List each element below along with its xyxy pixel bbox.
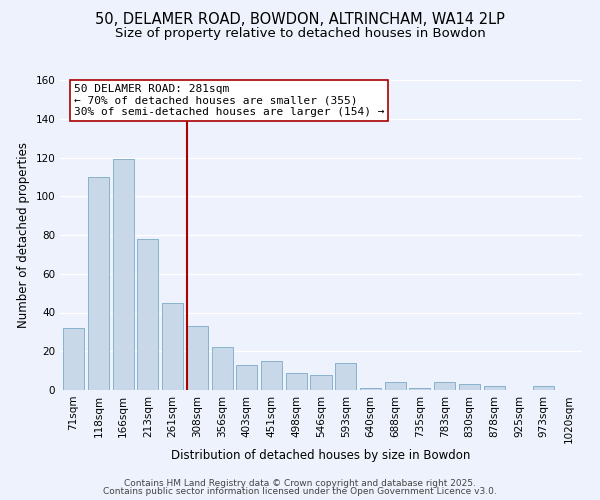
Bar (533, 386, 554, 390)
Text: 50, DELAMER ROAD, BOWDON, ALTRINCHAM, WA14 2LP: 50, DELAMER ROAD, BOWDON, ALTRINCHAM, WA… (95, 12, 505, 28)
Text: Contains public sector information licensed under the Open Government Licence v3: Contains public sector information licen… (103, 487, 497, 496)
Text: Contains HM Land Registry data © Crown copyright and database right 2025.: Contains HM Land Registry data © Crown c… (124, 478, 476, 488)
Text: 50 DELAMER ROAD: 281sqm
← 70% of detached houses are smaller (355)
30% of semi-d: 50 DELAMER ROAD: 281sqm ← 70% of detache… (74, 84, 384, 117)
Bar (310, 374, 332, 390)
Bar (286, 372, 307, 390)
X-axis label: Distribution of detached houses by size in Bowdon: Distribution of detached houses by size … (172, 449, 470, 462)
Bar (459, 384, 480, 390)
Text: Size of property relative to detached houses in Bowdon: Size of property relative to detached ho… (115, 28, 485, 40)
Bar (137, 239, 158, 390)
Bar (360, 388, 381, 390)
Bar (484, 386, 505, 390)
Bar (212, 348, 233, 390)
Bar (261, 361, 282, 390)
Bar (236, 365, 257, 390)
Bar (409, 388, 430, 390)
Bar (385, 382, 406, 390)
Bar (88, 177, 109, 390)
Bar (113, 160, 134, 390)
Bar (63, 328, 84, 390)
Bar (434, 382, 455, 390)
Y-axis label: Number of detached properties: Number of detached properties (17, 142, 30, 328)
Bar (187, 326, 208, 390)
Bar (335, 363, 356, 390)
Bar (162, 303, 183, 390)
